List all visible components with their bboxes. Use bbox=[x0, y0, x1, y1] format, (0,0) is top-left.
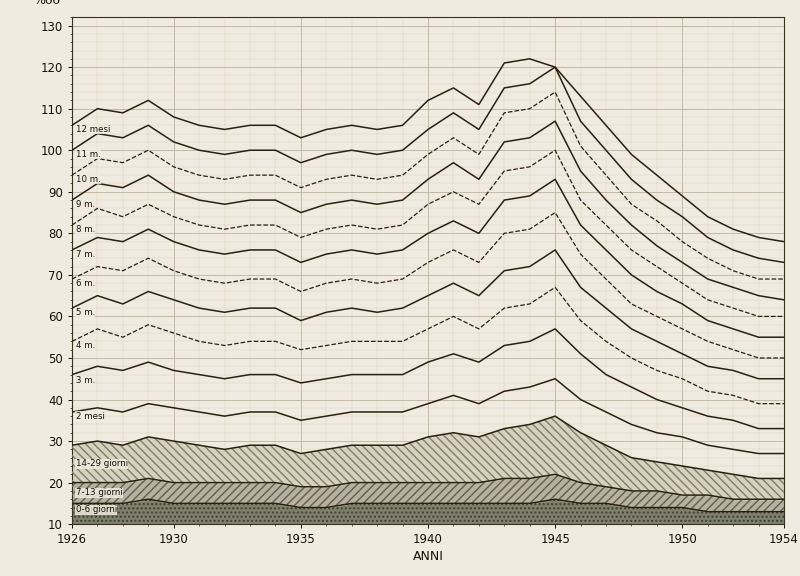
Text: 11 m.: 11 m. bbox=[76, 150, 101, 159]
Text: 9 m.: 9 m. bbox=[76, 200, 95, 209]
Text: 3 m.: 3 m. bbox=[76, 376, 95, 385]
Text: 4 m.: 4 m. bbox=[76, 341, 95, 350]
Text: 8 m.: 8 m. bbox=[76, 225, 95, 234]
X-axis label: ANNI: ANNI bbox=[413, 550, 443, 563]
Text: 12 mesi: 12 mesi bbox=[76, 125, 110, 134]
Text: %oo: %oo bbox=[33, 0, 60, 7]
Text: 6 m.: 6 m. bbox=[76, 279, 95, 287]
Text: 2 mesi: 2 mesi bbox=[76, 412, 105, 420]
Text: 14-29 giorni: 14-29 giorni bbox=[76, 460, 128, 468]
Text: 7 m.: 7 m. bbox=[76, 249, 95, 259]
Text: 7-13 giorni: 7-13 giorni bbox=[76, 488, 122, 498]
Text: 10 m.: 10 m. bbox=[76, 175, 101, 184]
Text: 0-6 giorni: 0-6 giorni bbox=[76, 505, 117, 514]
Text: 5 m.: 5 m. bbox=[76, 308, 95, 317]
